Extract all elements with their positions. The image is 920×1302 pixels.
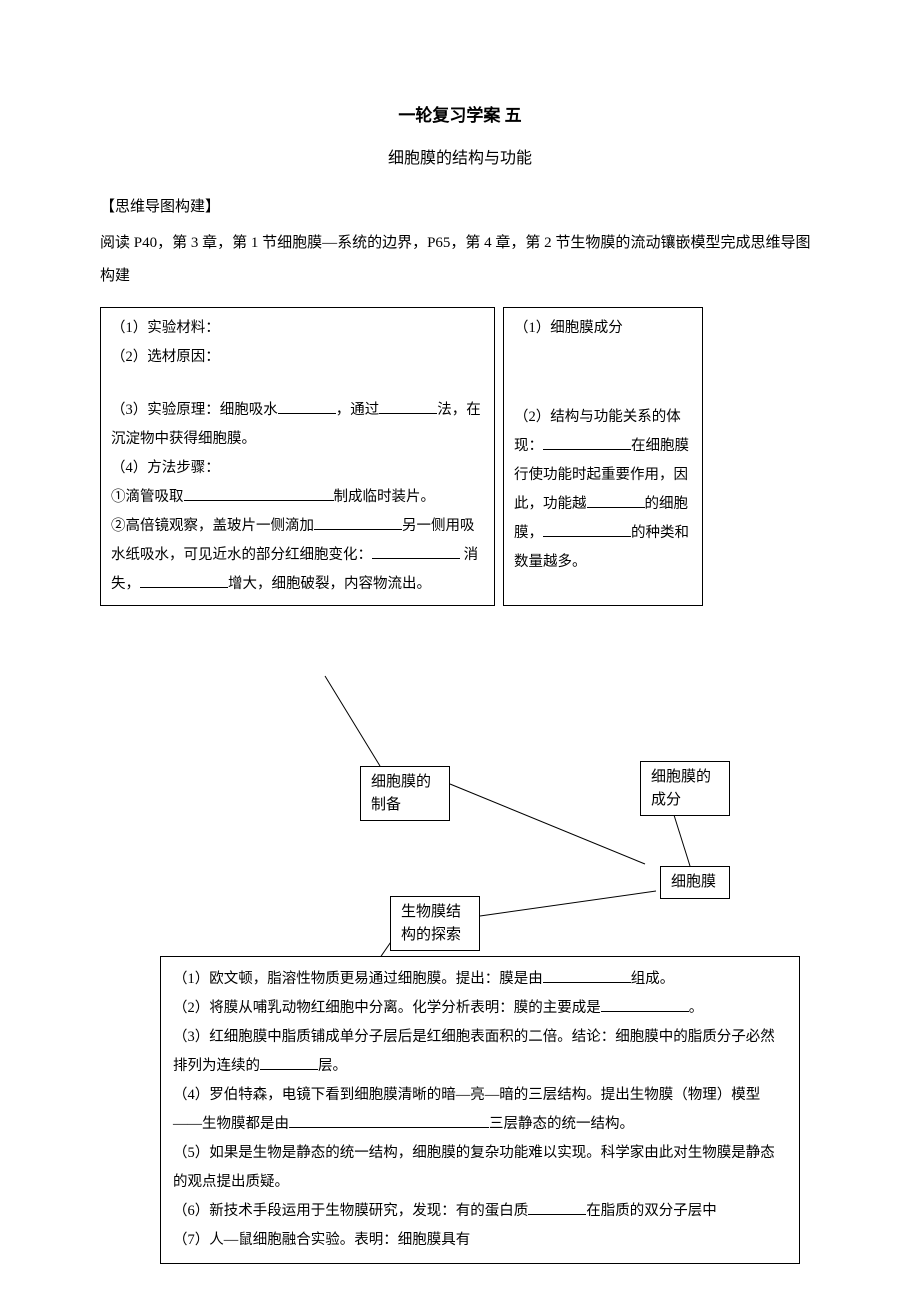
title-sub: 细胞膜的结构与功能 xyxy=(100,144,820,174)
title-main: 一轮复习学案 五 xyxy=(100,100,820,132)
bottom-line-1: （1）欧文顿，脂溶性物质更易通过细胞膜。提出：膜是由 组成。 xyxy=(173,965,787,994)
text: 制成临时装片。 xyxy=(334,489,436,505)
blank xyxy=(528,1201,586,1215)
text: ②高倍镜观察，盖玻片一侧滴加 xyxy=(111,518,314,534)
left-line-1: （1）实验材料： xyxy=(111,314,484,343)
node-explore: 生物膜结构的探索 xyxy=(390,896,480,951)
right-line-2: （2）结构与功能关系的体现：在细胞膜行使功能时起重要作用，因此，功能越的细胞膜，… xyxy=(514,403,692,577)
blank xyxy=(543,436,631,450)
blank xyxy=(372,545,460,559)
blank xyxy=(543,969,631,983)
blank xyxy=(314,516,402,530)
blank xyxy=(587,494,645,508)
bottom-box: （1）欧文顿，脂溶性物质更易通过细胞膜。提出：膜是由 组成。 （2）将膜从哺乳动物… xyxy=(160,956,800,1264)
blank xyxy=(260,1056,318,1070)
intro-paragraph: 阅读 P40，第 3 章，第 1 节细胞膜—系统的边界，P65，第 4 章，第 … xyxy=(100,227,820,293)
text: 在脂质的双分子层中 xyxy=(586,1203,717,1219)
bottom-line-7: （7）人—鼠细胞融合实验。表明：细胞膜具有 xyxy=(173,1226,787,1255)
right-line-1: （1）细胞膜成分 xyxy=(514,314,692,343)
top-boxes-row: （1）实验材料： （2）选材原因： （3）实验原理：细胞吸水，通过法，在沉淀物中… xyxy=(100,307,820,606)
concept-diagram: 细胞膜的制备 细胞膜的成分 细胞膜 生物膜结构的探索 xyxy=(100,616,820,956)
text: ，通过 xyxy=(336,402,380,418)
text: （6）新技术手段运用于生物膜研究，发现：有的蛋白质 xyxy=(173,1203,528,1219)
text: （3）实验原理：细胞吸水 xyxy=(111,402,278,418)
left-line-2: （2）选材原因： xyxy=(111,343,484,372)
blank xyxy=(278,400,336,414)
node-mem: 细胞膜 xyxy=(660,866,730,899)
left-line-6: ②高倍镜观察，盖玻片一侧滴加另一侧用吸水纸吸水，可见近水的部分红细胞变化： 消失… xyxy=(111,512,484,599)
text: 三层静态的统一结构。 xyxy=(489,1116,634,1132)
blank xyxy=(140,574,228,588)
left-line-4: （4）方法步骤： xyxy=(111,454,484,483)
text: （1）欧文顿，脂溶性物质更易通过细胞膜。提出：膜是由 xyxy=(173,971,543,987)
text: 增大，细胞破裂，内容物流出。 xyxy=(228,576,431,592)
blank xyxy=(543,523,631,537)
text: 层。 xyxy=(318,1058,347,1074)
node-comp: 细胞膜的成分 xyxy=(640,761,730,816)
text: 。 xyxy=(689,1000,704,1016)
bottom-line-3: （3）红细胞膜中脂质铺成单分子层后是红细胞表面积的二倍。结论：细胞膜中的脂质分子… xyxy=(173,1023,787,1081)
left-line-3: （3）实验原理：细胞吸水，通过法，在沉淀物中获得细胞膜。 xyxy=(111,396,484,454)
bottom-line-5: （5）如果是生物是静态的统一结构，细胞膜的复杂功能难以实现。科学家由此对生物膜是… xyxy=(173,1139,787,1197)
bottom-line-4: （4）罗伯特森，电镜下看到细胞膜清晰的暗—亮—暗的三层结构。提出生物膜（物理）模… xyxy=(173,1081,787,1139)
bottom-line-2: （2）将膜从哺乳动物红细胞中分离。化学分析表明：膜的主要成是 。 xyxy=(173,994,787,1023)
text: 组成。 xyxy=(631,971,675,987)
left-line-5: ①滴管吸取 制成临时装片。 xyxy=(111,483,484,512)
text: ①滴管吸取 xyxy=(111,489,184,505)
node-prep: 细胞膜的制备 xyxy=(360,766,450,821)
blank xyxy=(601,998,689,1012)
section-heading: 【思维导图构建】 xyxy=(100,193,820,222)
blank xyxy=(379,400,437,414)
text: （2）将膜从哺乳动物红细胞中分离。化学分析表明：膜的主要成是 xyxy=(173,1000,601,1016)
left-box: （1）实验材料： （2）选材原因： （3）实验原理：细胞吸水，通过法，在沉淀物中… xyxy=(100,307,495,606)
blank xyxy=(184,487,334,501)
right-box: （1）细胞膜成分 （2）结构与功能关系的体现：在细胞膜行使功能时起重要作用，因此… xyxy=(503,307,703,606)
blank xyxy=(289,1114,489,1128)
bottom-line-6: （6）新技术手段运用于生物膜研究，发现：有的蛋白质 在脂质的双分子层中 xyxy=(173,1197,787,1226)
